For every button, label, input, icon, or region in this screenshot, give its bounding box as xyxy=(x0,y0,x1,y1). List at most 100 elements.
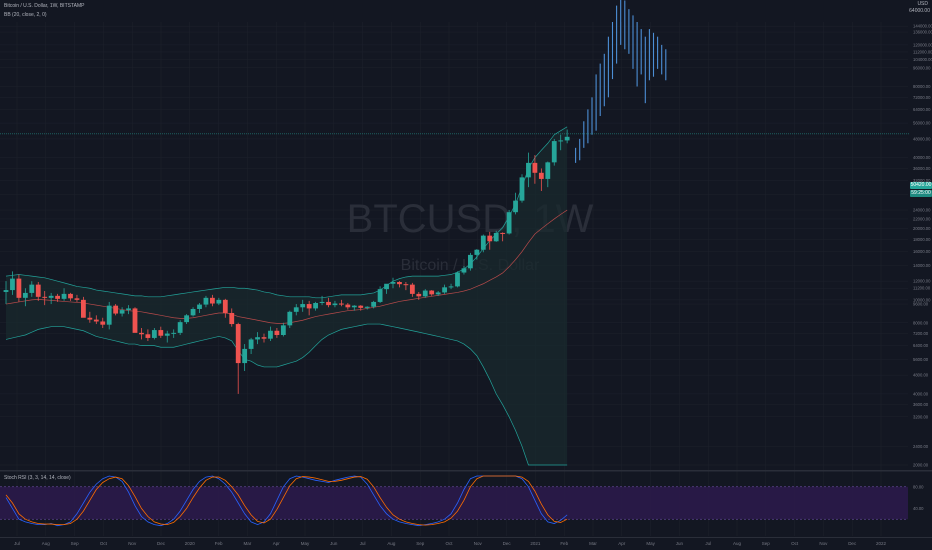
bb-legend[interactable]: BB (20, close, 2, 0) xyxy=(4,12,47,18)
candle xyxy=(81,296,86,318)
candle xyxy=(526,152,531,188)
candle xyxy=(545,161,551,188)
price-axis[interactable]: 2000.00 2400.00 3200.00 3600.00 4000.00 4800.… xyxy=(913,24,932,468)
candle xyxy=(500,232,506,242)
candle-body xyxy=(203,297,209,305)
y-tick-label: 40000.00 xyxy=(913,155,931,160)
candle-body xyxy=(74,298,80,300)
candle xyxy=(171,329,177,338)
candle-body xyxy=(145,334,151,338)
candle xyxy=(139,328,144,340)
candle xyxy=(300,299,306,312)
y-tick-label: 144000.00 xyxy=(913,24,932,29)
y-tick-label: 36000.00 xyxy=(913,166,931,171)
candle-body xyxy=(455,272,460,287)
candle-body xyxy=(113,305,119,314)
candle xyxy=(409,282,415,297)
x-tick-label: Nov xyxy=(819,541,828,546)
candle-body xyxy=(468,254,473,269)
y-tick-label: 6400.00 xyxy=(913,343,929,348)
candlestick-series xyxy=(3,129,570,394)
candle-body xyxy=(35,284,41,297)
bollinger-bands xyxy=(5,126,568,466)
x-tick-label: Dec xyxy=(503,541,512,546)
candle xyxy=(448,283,454,290)
x-tick-label: Feb xyxy=(560,541,568,546)
candle-body xyxy=(22,292,28,298)
candle-body xyxy=(409,284,415,294)
candle-body xyxy=(397,282,402,285)
stoch-legend[interactable]: Stoch RSI (3, 3, 14, 14, close) xyxy=(4,475,71,481)
weekly-bar-series xyxy=(575,0,667,163)
x-tick-label: Nov xyxy=(128,541,137,546)
symbol-legend[interactable]: Bitcoin / U.S. Dollar, 1W, BITSTAMP xyxy=(4,3,85,9)
x-tick-label: Sep xyxy=(762,541,771,546)
candle xyxy=(229,308,235,327)
candle xyxy=(10,271,15,295)
candle-body xyxy=(390,282,396,284)
candle xyxy=(480,234,486,253)
stoch-tick-label: 80.00 xyxy=(913,484,924,489)
stoch-rsi-axis[interactable]: 80.00 40.00 xyxy=(913,484,924,511)
stoch-rsi-pane xyxy=(0,475,908,527)
candle-body xyxy=(500,232,506,234)
candle-body xyxy=(429,290,435,295)
candle-body xyxy=(551,141,557,163)
x-tick-label: Aug xyxy=(387,541,396,546)
candle-body xyxy=(42,296,48,298)
x-tick-label: Dec xyxy=(157,541,166,546)
candle xyxy=(371,300,377,309)
y-tick-label: 3200.00 xyxy=(913,414,929,419)
candle xyxy=(87,311,93,323)
candle-body xyxy=(81,299,86,318)
x-tick-label: Apr xyxy=(618,541,626,546)
y-tick-label: 96000.00 xyxy=(913,65,931,70)
stoch-k-line xyxy=(5,475,568,527)
stoch-d-line xyxy=(5,475,568,526)
candle-body xyxy=(564,136,570,141)
candle xyxy=(506,210,512,235)
candle-body xyxy=(3,290,9,292)
y-tick-label: 56000.00 xyxy=(913,121,931,126)
candle xyxy=(261,333,267,343)
y-tick-label: 48000.00 xyxy=(913,136,931,141)
x-tick-label: Mar xyxy=(244,541,252,546)
candle xyxy=(287,310,293,329)
y-tick-label: 80000.00 xyxy=(913,84,931,89)
candle-body xyxy=(306,304,312,309)
candle-body xyxy=(268,330,273,339)
x-tick-label: Aug xyxy=(733,541,742,546)
candle-body xyxy=(248,339,254,349)
currency-label[interactable]: USD xyxy=(917,1,928,7)
y-tick-label: 64000.00 xyxy=(913,107,931,112)
time-axis[interactable]: Jul Aug Sep Oct Nov Dec 2020 Feb Mar Apr May Jun Jul… xyxy=(14,541,886,546)
candle xyxy=(474,249,480,260)
candle xyxy=(558,134,564,151)
x-tick-label: Oct xyxy=(791,541,799,546)
candle xyxy=(293,304,299,316)
stoch-tick-label: 40.00 xyxy=(913,506,924,511)
x-tick-label: May xyxy=(301,541,310,546)
candle-body xyxy=(332,303,338,306)
x-tick-label: Jul xyxy=(705,541,711,546)
candle-body xyxy=(229,312,235,325)
x-tick-label: Jul xyxy=(14,541,20,546)
y-tick-label: 18000.00 xyxy=(913,237,931,242)
candle xyxy=(551,138,557,166)
x-tick-label: Jul xyxy=(360,541,366,546)
candle xyxy=(377,286,383,303)
candle xyxy=(210,294,215,307)
y-tick-label: 5600.00 xyxy=(913,357,929,362)
pane-separator[interactable] xyxy=(0,470,932,472)
candle xyxy=(197,302,202,313)
x-tick-label: Nov xyxy=(474,541,483,546)
bb-fill xyxy=(6,126,568,465)
bb-basis-line xyxy=(5,209,568,324)
candle xyxy=(364,306,370,310)
candle-body xyxy=(171,332,177,334)
candle xyxy=(442,284,447,294)
candle xyxy=(3,281,9,305)
candle-body xyxy=(319,301,325,303)
candle xyxy=(216,297,222,306)
